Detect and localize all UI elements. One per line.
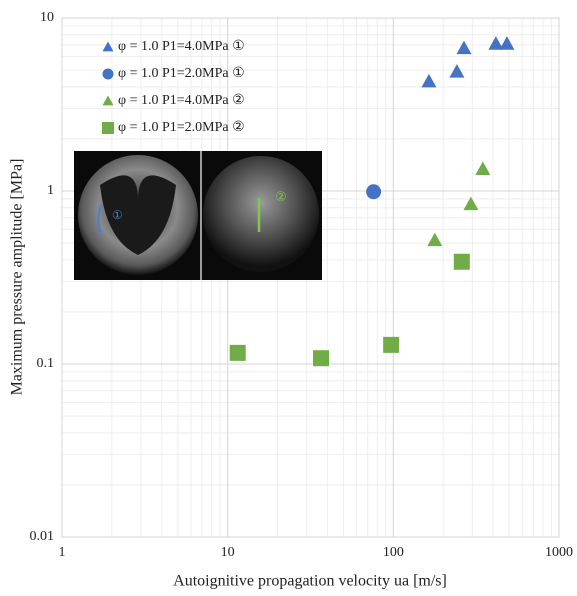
y-tick-label: 1 [47,183,54,198]
y-tick-label: 0.01 [30,529,55,544]
inset-label: ② [275,189,287,204]
marks [229,36,515,367]
y-tick-label: 10 [40,10,54,25]
x-tick-label: 10 [221,545,235,560]
triangle-marker [427,232,443,247]
legend-label: φ = 1.0 P1=4.0MPa ① [118,39,245,54]
triangle-marker [421,73,437,88]
square-marker [313,350,330,367]
x-tick-label: 1000 [545,545,573,560]
legend-label: φ = 1.0 P1=4.0MPa ② [118,93,245,108]
legend-label: φ = 1.0 P1=2.0MPa ② [118,120,245,135]
y-axis-label: Maximum pressure amplitude [MPa] [9,159,26,396]
x-tick-label: 100 [383,545,404,560]
legend-label: φ = 1.0 P1=2.0MPa ① [118,66,245,81]
triangle-marker [102,95,114,106]
square-marker [229,344,246,361]
square-marker [383,336,400,353]
triangle-marker [449,64,465,78]
legend: φ = 1.0 P1=4.0MPa ① φ = 1.0 P1=2.0MPa ① φ … [102,39,245,135]
square-marker [453,253,470,270]
triangle-marker [475,161,491,176]
x-axis-label: Autoignitive propagation velocity ua [m/… [173,573,447,590]
square-marker [102,122,114,134]
inset-photo [74,151,322,280]
x-tick-label: 1 [59,545,66,560]
triangle-marker [463,196,479,211]
circle-marker [366,184,382,200]
triangle-marker [488,36,504,50]
y-tick-label: 0.1 [37,356,55,371]
triangle-marker [102,41,114,52]
circle-marker [102,68,114,80]
triangle-marker [456,40,472,55]
inset-label: ① [112,208,123,222]
triangle-marker [499,36,515,50]
